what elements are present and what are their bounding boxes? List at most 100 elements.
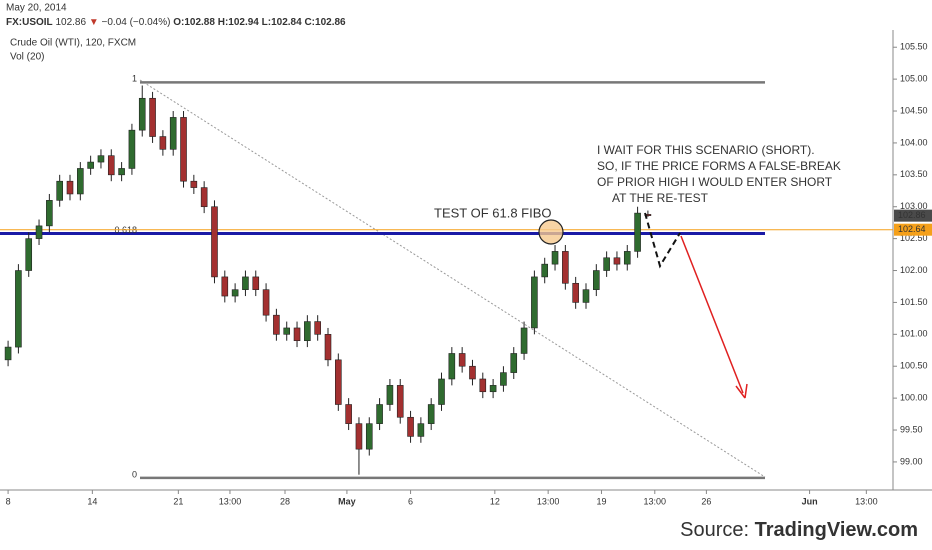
price-tag-label: 102.64	[898, 224, 926, 234]
candle-body	[314, 321, 321, 335]
candle-body	[551, 251, 559, 265]
y-tick-label: 102.50	[900, 233, 928, 243]
candle-body	[262, 289, 270, 316]
candle-body	[118, 168, 125, 176]
source-prefix: Source:	[680, 519, 749, 541]
fib-trend-line	[139, 79, 766, 478]
candle-body	[396, 385, 404, 418]
y-tick-label: 99.00	[900, 456, 923, 466]
candle-body	[417, 423, 425, 437]
open-text: O:102.88	[173, 17, 215, 28]
candle-body	[448, 353, 456, 380]
test-circle	[538, 219, 564, 245]
candle-body	[531, 276, 538, 329]
candle-body	[520, 327, 528, 354]
x-tick-label: 13:00	[219, 496, 242, 506]
candle-body	[35, 225, 43, 239]
candle-body	[500, 372, 507, 386]
change: −0.04 (−0.04%)	[102, 17, 171, 28]
y-tick-label: 103.50	[900, 169, 928, 179]
candle-body	[273, 314, 280, 335]
arrow: ▼	[89, 17, 99, 28]
candle-body	[159, 136, 167, 150]
candle-body	[407, 416, 414, 437]
candle-body	[582, 289, 590, 303]
y-tick-label: 104.50	[900, 105, 928, 115]
candle-body	[458, 353, 466, 367]
candle-body	[479, 378, 487, 393]
candle-body	[293, 327, 301, 342]
y-tick-label: 102.00	[900, 265, 928, 275]
y-tick-label: 105.00	[900, 74, 928, 84]
y-tick-label: 100.00	[900, 393, 928, 403]
candle-body	[15, 270, 22, 348]
fib-label: 1	[132, 74, 137, 84]
x-tick-label: 28	[280, 496, 290, 506]
candle-body	[593, 270, 600, 290]
candle-body	[438, 378, 445, 405]
candle-body	[97, 155, 105, 163]
candle-body	[541, 263, 549, 278]
source-name: TradingView.com	[755, 519, 918, 541]
candle-body	[231, 289, 239, 297]
candle-body	[242, 276, 249, 290]
y-tick-label: 101.50	[900, 297, 928, 307]
candle-body	[427, 404, 435, 424]
x-tick-label: 13:00	[537, 496, 560, 506]
candle-body	[335, 359, 342, 405]
x-tick-label: 13:00	[855, 496, 878, 506]
volume-label: Vol (20)	[10, 52, 44, 63]
candle-body	[623, 251, 631, 265]
fib-label: 0	[132, 469, 137, 479]
candle-body	[572, 282, 579, 303]
x-tick-label: 13:00	[644, 496, 667, 506]
candle-body	[324, 334, 332, 361]
last: 102.86	[55, 17, 86, 28]
candle-body	[355, 423, 363, 450]
candle-body	[66, 180, 74, 195]
x-tick-label: May	[338, 496, 356, 506]
candle-body	[562, 251, 569, 284]
scenario-line: AT THE RE-TEST	[612, 191, 709, 205]
candle-body	[613, 257, 621, 265]
scenario-line: I WAIT FOR THIS SCENARIO (SHORT).	[597, 143, 815, 157]
y-tick-label: 103.00	[900, 201, 928, 211]
price-tag	[894, 209, 932, 222]
x-tick-label: 19	[596, 496, 606, 506]
x-tick-label: 26	[701, 496, 711, 506]
candle-body	[221, 276, 229, 297]
candle-body	[107, 155, 115, 176]
plot: 99.00 99.50 100.00 100.50 101.00 101.50 102.00…	[0, 42, 928, 506]
x-tick-label: 6	[408, 496, 413, 506]
scenario-arrow	[680, 235, 744, 394]
candle-body	[128, 129, 136, 169]
high-text: H:102.94	[218, 17, 260, 28]
test-annotation: TEST OF 61.8 FIBO	[434, 205, 552, 220]
candle-body	[603, 257, 610, 271]
candle-body	[4, 346, 12, 361]
price-tag-label: 102.86	[898, 210, 926, 220]
candle-body	[386, 385, 394, 405]
candle-body	[252, 276, 260, 290]
price-tag	[894, 223, 932, 236]
symbol: FX:USOIL	[6, 17, 53, 28]
candle-body	[304, 321, 311, 342]
symbol-line: FX:USOIL 102.86 ▼ −0.04 (−0.04%) O:102.8…	[6, 17, 346, 28]
candle-body	[510, 353, 518, 373]
candle-body	[469, 365, 476, 380]
scenario-path	[644, 212, 681, 269]
candle-body	[77, 168, 84, 195]
candle-body	[56, 180, 63, 201]
candle-body	[200, 187, 208, 208]
candle-body	[25, 238, 33, 271]
scenario-line: OF PRIOR HIGH I WOULD ENTER SHORT	[597, 175, 833, 189]
y-tick-label: 101.00	[900, 329, 928, 339]
candle-body	[190, 180, 198, 188]
x-tick-label: 21	[173, 496, 183, 506]
x-tick-label: 8	[6, 496, 11, 506]
candle-body	[46, 200, 53, 227]
x-tick-label: Jun	[802, 496, 818, 506]
candle-body	[345, 404, 352, 424]
